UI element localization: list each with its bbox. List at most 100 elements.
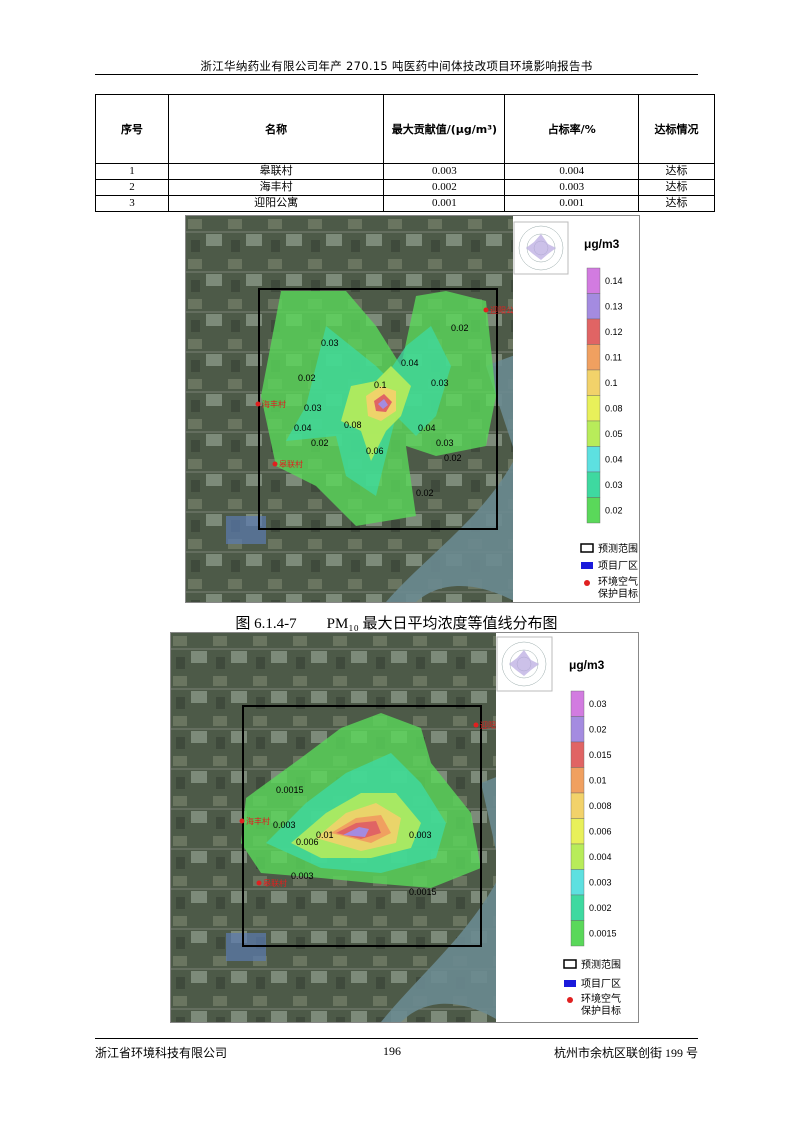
scale-label: 0.03 (605, 480, 623, 490)
wind-rose-icon (496, 636, 553, 692)
scale-label: 0.008 (589, 801, 612, 811)
scale-label: 0.006 (589, 826, 612, 836)
scale-label: 0.02 (605, 505, 623, 515)
contour-label: 0.006 (296, 837, 319, 847)
pm10-contour-map-2: 0.0015 0.003 0.006 0.01 0.003 0.003 0.00… (170, 632, 639, 1023)
contour-label: 0.02 (311, 438, 329, 448)
scale-swatch (586, 446, 601, 473)
contour-label: 0.08 (344, 420, 362, 430)
table-cell: 海丰村 (167, 179, 385, 196)
place-label: 皋联村 (279, 459, 303, 469)
prediction-range-box (242, 705, 482, 947)
scale-swatch (586, 369, 601, 396)
scale-label: 0.003 (589, 877, 612, 887)
page-number: 196 (383, 1044, 401, 1058)
pm10-contour-map-1: 0.03 0.02 0.02 0.03 0.04 0.03 0.02 0.03 … (185, 215, 640, 603)
contour-label: 0.04 (401, 358, 419, 368)
unit-label: μg/m3 (584, 237, 620, 251)
header-rule (95, 74, 698, 75)
legend-target-label-1: 环境空气 (581, 992, 621, 1005)
col-header-name: 名称 (167, 94, 385, 164)
scale-swatch (570, 818, 585, 845)
contour-label: 0.02 (451, 323, 469, 333)
contour-plume (261, 291, 496, 526)
contour-label: 0.02 (444, 453, 462, 463)
contour-label: 0.0015 (409, 887, 437, 897)
col-header-index: 序号 (95, 94, 169, 164)
table-header-row: 序号 名称 最大贡献值/(μg/m³) 占标率/% 达标情况 (95, 94, 715, 164)
scale-swatch (570, 767, 585, 794)
scale-swatch (570, 716, 585, 743)
table-cell: 皋联村 (167, 163, 385, 180)
contour-label: 0.02 (416, 488, 434, 498)
table-row: 2 海丰村 0.002 0.003 达标 (95, 179, 715, 196)
unit-label: μg/m3 (569, 658, 605, 672)
contour-label: 0.1 (374, 380, 387, 390)
col-header-max-value: 最大贡献值/(μg/m³) (383, 94, 506, 164)
table-cell: 达标 (638, 195, 715, 212)
legend-target-label-2: 保护目标 (581, 1004, 621, 1017)
table-cell: 3 (95, 195, 169, 212)
table-cell: 迎阳公寓 (167, 195, 385, 212)
place-label: 海丰村 (262, 399, 286, 409)
contour-label: 0.03 (304, 403, 322, 413)
scale-label: 0.1 (605, 378, 618, 388)
place-label: 海丰村 (246, 816, 270, 826)
scale-swatch (570, 792, 585, 819)
legend-plant-label: 项目厂区 (598, 560, 638, 572)
scale-swatch (586, 318, 601, 345)
col-header-status: 达标情况 (638, 94, 715, 164)
place-label: 迎阳公寓 (490, 305, 522, 315)
contour-label: 0.0015 (276, 785, 304, 795)
scale-swatch (586, 471, 601, 498)
scale-label: 0.12 (605, 327, 623, 337)
scale-label: 0.002 (589, 903, 612, 913)
footer-rule (95, 1038, 698, 1039)
legend-plant-label: 项目厂区 (581, 978, 621, 990)
scale-swatch (570, 741, 585, 768)
scale-swatch (586, 293, 601, 320)
scale-label: 0.004 (589, 852, 612, 862)
contour-label: 0.003 (291, 871, 314, 881)
table-cell: 0.004 (504, 163, 640, 180)
scale-swatch (570, 869, 585, 896)
table-cell: 达标 (638, 179, 715, 196)
scale-label: 0.08 (605, 403, 623, 413)
contour-label: 0.04 (418, 423, 436, 433)
figure-caption: 图 6.1.4-7 PM₁₀ 最大日平均浓度等值线分布图 (235, 616, 558, 632)
scale-swatch (570, 690, 585, 717)
scale-swatch (586, 267, 601, 294)
color-scale: 0.14 0.13 0.12 0.11 0.1 0.08 0.05 0.04 0.03 0.02 (586, 267, 623, 524)
contour-plume (241, 713, 481, 888)
scale-swatch (570, 920, 585, 947)
scale-label: 0.05 (605, 429, 623, 439)
scale-label: 0.02 (589, 724, 607, 734)
contour-label: 0.03 (436, 438, 454, 448)
table-cell: 0.003 (504, 179, 640, 196)
sensitive-points-table: 序号 名称 最大贡献值/(μg/m³) 占标率/% 达标情况 1 皋联村 0.0… (95, 94, 715, 212)
scale-label: 0.03 (589, 699, 607, 709)
place-label: 皋联村 (263, 878, 287, 888)
scale-swatch (570, 894, 585, 921)
scale-swatch (586, 344, 601, 371)
contour-label: 0.04 (294, 423, 312, 433)
table-cell: 0.003 (383, 163, 506, 180)
table-cell: 2 (95, 179, 169, 196)
contour-label: 0.01 (316, 830, 334, 840)
scale-label: 0.11 (605, 352, 622, 362)
scale-label: 0.01 (589, 775, 607, 785)
contour-label: 0.003 (273, 820, 296, 830)
contour-label: 0.06 (366, 446, 384, 456)
table-row: 3 迎阳公寓 0.001 0.001 达标 (95, 195, 715, 212)
scale-swatch (570, 843, 585, 870)
table-cell: 1 (95, 163, 169, 180)
scale-swatch (586, 420, 601, 447)
col-header-ratio: 占标率/% (504, 94, 640, 164)
table-cell: 0.002 (383, 179, 506, 196)
scale-label: 0.14 (605, 276, 623, 286)
wind-rose-icon (513, 221, 569, 275)
color-scale: 0.03 0.02 0.015 0.01 0.008 0.006 0.004 0.003 0.0… (570, 690, 617, 947)
scale-label: 0.04 (605, 454, 623, 464)
prediction-range-box (258, 288, 498, 530)
table-row: 1 皋联村 0.003 0.004 达标 (95, 163, 715, 180)
